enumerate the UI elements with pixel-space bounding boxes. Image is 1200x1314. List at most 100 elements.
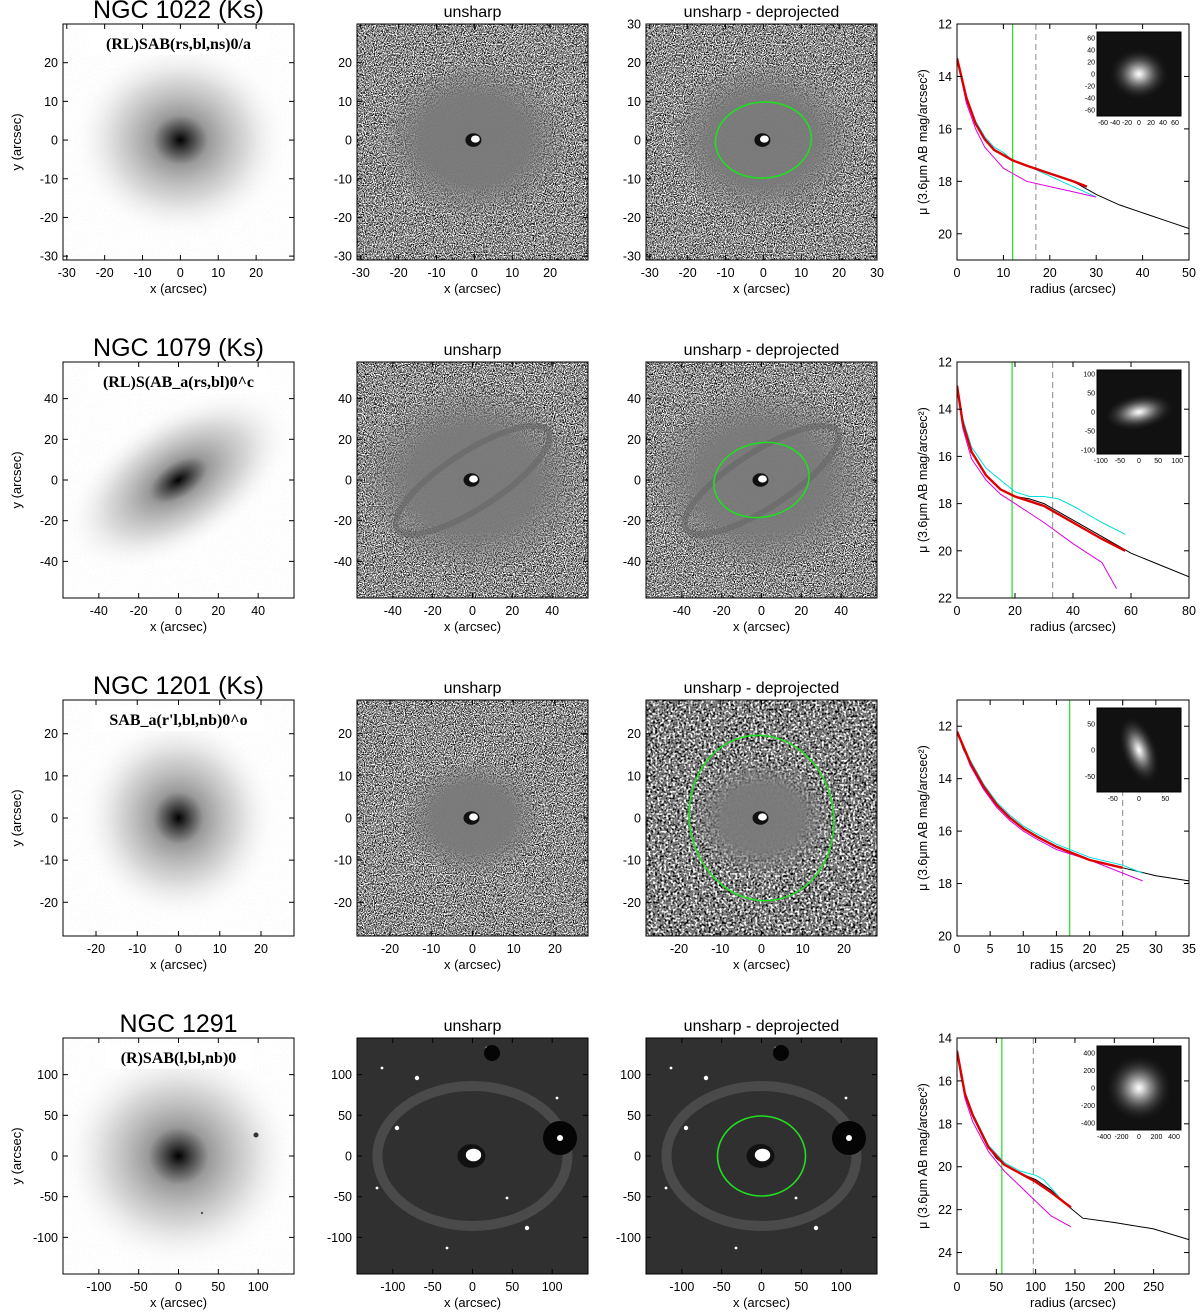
image-content [63, 24, 294, 260]
inset-x-tick-label: 0 [1137, 120, 1141, 127]
y-tick-label: 20 [938, 544, 952, 558]
bar-ellipse [688, 734, 835, 902]
x-tick-label: 10 [211, 266, 225, 280]
inset-y-tick-label: 100 [1083, 371, 1095, 378]
x-tick-label: 20 [794, 604, 808, 618]
x-tick-label: 150 [1065, 1280, 1086, 1294]
y-tick-label: 30 [627, 18, 641, 32]
y-tick-label: -50 [40, 1190, 58, 1204]
y-tick-label: 24 [938, 1246, 952, 1260]
y-tick-label: -50 [623, 1190, 641, 1204]
y-tick-label: 20 [627, 56, 641, 70]
image-content [646, 24, 877, 260]
inset-y-tick-label: 0 [1091, 72, 1095, 79]
y-tick-label: 0 [51, 134, 58, 148]
image-panel-3-1: -20 -20 -10 -10 0 0 10 10 20 20 x (arcsec) y (arcse… [9, 672, 295, 972]
masked-star-core [557, 1135, 563, 1141]
inset-x-tick-label: 200 [1151, 1134, 1163, 1141]
x-tick-label: 100 [1025, 1280, 1046, 1294]
y-tick-label: -30 [623, 250, 641, 264]
y-axis-label: μ (3.6μm AB mag/arcsec²) [916, 745, 930, 891]
profile-frame [956, 699, 1190, 937]
y-tick-label: 0 [51, 1150, 58, 1164]
x-tick-label: -20 [390, 266, 408, 280]
y-tick-label: 16 [938, 450, 952, 464]
x-tick-label: 20 [543, 266, 557, 280]
x-tick-label: 10 [1016, 942, 1030, 956]
y-tick-label: 0 [345, 812, 352, 826]
star [505, 1196, 509, 1200]
image-content [646, 700, 877, 936]
x-tick-label: 20 [254, 942, 268, 956]
y-tick-label: 20 [44, 56, 58, 70]
x-tick-label: 0 [954, 266, 961, 280]
inset-x-tick-label: 100 [1171, 458, 1183, 465]
inset-x-tick-label: 0 [1137, 796, 1141, 803]
x-tick-label: 20 [505, 604, 519, 618]
foreground-star [253, 1132, 259, 1138]
y-tick-label: 100 [331, 1068, 352, 1082]
y-tick-label: -10 [334, 172, 352, 186]
classification-label: SAB_a(r'l,bl,nb)0^o [109, 712, 247, 729]
y-axis-label: y (arcsec) [9, 113, 24, 170]
inset-x-tick-label: 0 [1137, 1134, 1141, 1141]
star [445, 1246, 449, 1250]
y-tick-label: 12 [938, 18, 952, 32]
x-axis-label: radius (arcsec) [1030, 957, 1116, 972]
x-tick-label: 10 [213, 942, 227, 956]
image-panel-4-2: -100 -100 -50 -50 0 0 50 50 100 100 x (arcsec) unsh… [327, 1018, 589, 1310]
profile-line-fit [957, 385, 1126, 552]
image-panel-1-1: -30-30 -20 -20 -10 -10 0 0 10 10 20 20 x (arcsec) y … [9, 0, 295, 296]
y-tick-label: -40 [40, 555, 58, 569]
inset-frame [1096, 707, 1182, 793]
image-content [646, 362, 877, 598]
inset-galaxy [1118, 715, 1160, 785]
profile-line-major [957, 731, 1143, 874]
x-tick-label: 20 [249, 266, 263, 280]
y-tick-label: 18 [938, 1117, 952, 1131]
classification-box [105, 1045, 252, 1069]
y-tick-label: 20 [938, 227, 952, 241]
x-tick-label: 60 [1124, 604, 1138, 618]
x-tick-label: 30 [1149, 942, 1163, 956]
y-tick-label: 12 [938, 356, 952, 370]
y-tick-label: -10 [40, 172, 58, 186]
star [794, 1196, 798, 1200]
inset-x-tick-label: -400 [1097, 1134, 1111, 1141]
inset-y-tick-label: -200 [1081, 1103, 1095, 1110]
image-content [63, 1038, 294, 1274]
inset-y-tick-label: -50 [1085, 429, 1095, 436]
panel-title: unsharp - deprojected [684, 342, 840, 359]
image-panel-1-3: -30-30 -20 -20 -10 -10 0 0 10 10 20 20 30 30 x (arcse… [623, 4, 884, 296]
inset-y-tick-label: 50 [1087, 721, 1095, 728]
galaxy-title: NGC 1022 (Ks) [93, 0, 264, 24]
x-tick-label: 50 [989, 1280, 1003, 1294]
x-tick-label: -50 [130, 1280, 148, 1294]
inset-y-tick-label: -50 [1085, 774, 1095, 781]
x-tick-label: 0 [469, 942, 476, 956]
x-tick-label: 0 [758, 1280, 765, 1294]
y-tick-label: 50 [627, 1109, 641, 1123]
x-axis-label: x (arcsec) [444, 281, 501, 296]
x-tick-label: -10 [711, 942, 729, 956]
x-tick-label: -50 [424, 1280, 442, 1294]
y-tick-label: -20 [623, 514, 641, 528]
x-tick-label: 30 [1089, 266, 1103, 280]
inset-x-tick-label: -60 [1098, 120, 1108, 127]
x-axis-label: x (arcsec) [444, 957, 501, 972]
galaxy-light [70, 40, 291, 241]
nucleus-core [465, 1148, 482, 1162]
image-panel-2-3: -40 -40 -20 -20 0 0 20 20 40 40 x (arcsec) unsharp … [623, 342, 878, 634]
x-tick-label: -20 [679, 266, 697, 280]
x-axis-label: x (arcsec) [733, 957, 790, 972]
y-tick-label: 10 [627, 769, 641, 783]
image-content [357, 24, 588, 260]
x-tick-label: 15 [1049, 942, 1063, 956]
star [555, 1096, 559, 1100]
inset-image: -50 0 50 -50 0 50 [1085, 707, 1182, 803]
y-axis-label: y (arcsec) [9, 451, 24, 508]
y-tick-label: 0 [345, 1150, 352, 1164]
y-tick-label: -50 [334, 1190, 352, 1204]
